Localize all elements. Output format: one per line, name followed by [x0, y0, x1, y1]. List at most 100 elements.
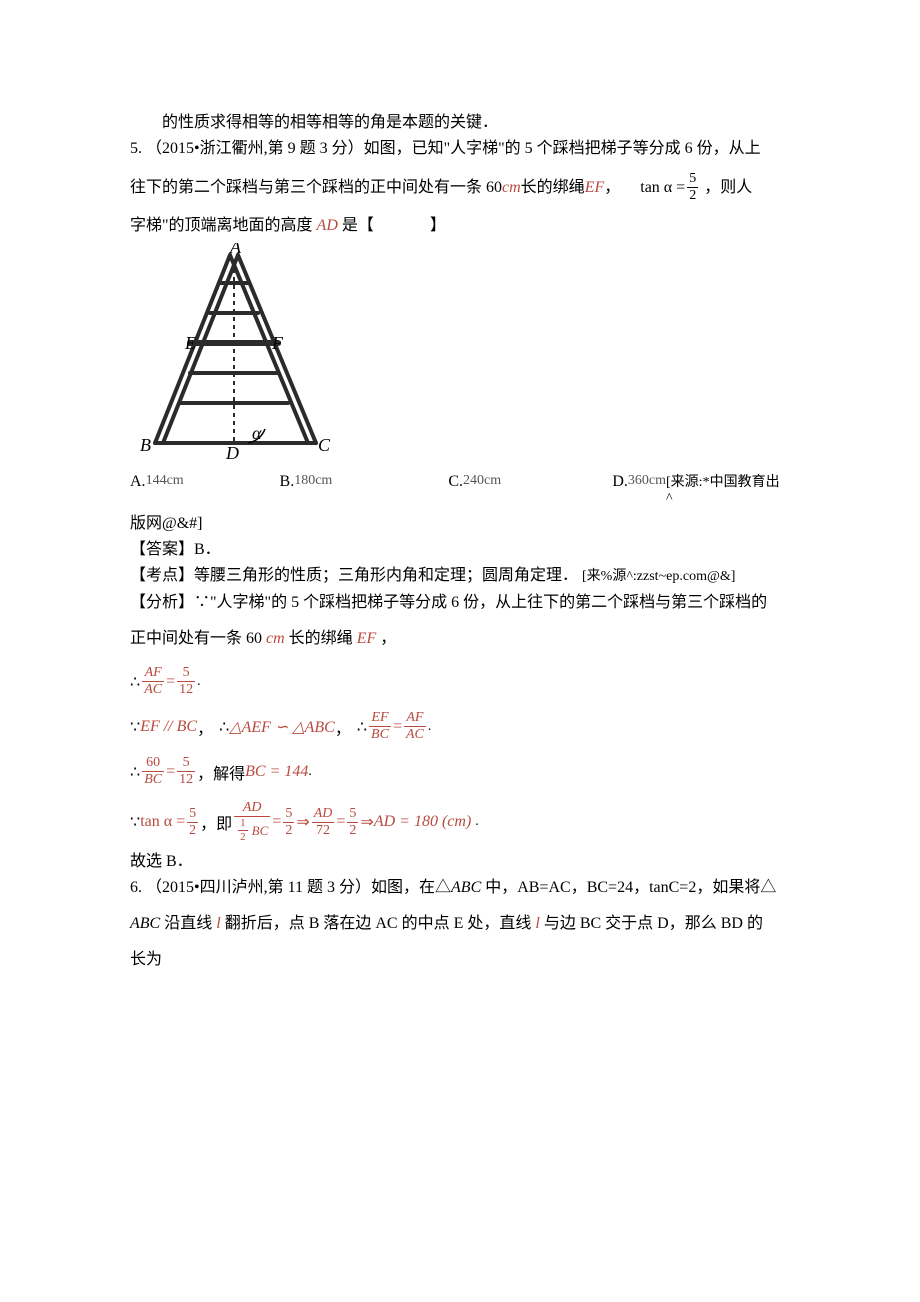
- m3-rden: 12: [177, 772, 195, 787]
- option-b: B. 180cm: [280, 473, 449, 491]
- m4-tanlbl: tan α =: [140, 813, 185, 831]
- m3-rfrac: 5 12: [177, 756, 195, 787]
- svg-text:F: F: [271, 333, 284, 353]
- m4-f1-den-bc: BC: [252, 824, 269, 837]
- fx-b-b: 长的绑绳: [289, 630, 357, 647]
- q5-tail-b: 是【: [342, 217, 374, 234]
- cm-unit: cm: [502, 175, 521, 201]
- m4-f2-num: AD: [312, 807, 335, 823]
- document-page: 的性质求得相等的相等相等的角是本题的关键． 5. （2015•浙江衢州,第 9 …: [0, 0, 920, 1302]
- m4-mid: ，即: [200, 810, 232, 834]
- m4-r2: 5 2: [347, 807, 358, 838]
- option-d-label: D.: [612, 473, 628, 491]
- q6-l2a-abc: ABC: [130, 915, 160, 932]
- source-note-tail: 版网@&#]: [130, 511, 780, 537]
- m1-eq: =: [166, 673, 175, 691]
- m2-sep2: ，: [335, 715, 351, 739]
- m3-therefore: ∴: [130, 762, 140, 782]
- m2-eq: =: [393, 718, 402, 736]
- m2-dot: .: [428, 719, 432, 735]
- fenxi-line1: 【分析】∵"人字梯"的 5 个踩档把梯子等分成 6 份，从上往下的第二个踩档与第…: [130, 590, 780, 616]
- kaodian-note: [来%源^:zzst~ep.com@&]: [582, 569, 735, 584]
- q5-mid-d: ，则人: [704, 175, 752, 201]
- q6-l1: （2015•四川泸州,第 11 题 3 分）如图，在△: [146, 879, 451, 896]
- m4-r2-num: 5: [347, 807, 358, 823]
- m1-rfrac: 5 12: [177, 666, 195, 697]
- svg-text:A: A: [229, 243, 242, 257]
- math-line-3: ∴ 60 BC = 5 12 ，解得 BC = 144 .: [130, 756, 780, 787]
- m2-there2: ∴: [357, 717, 367, 737]
- m1-dot: .: [197, 674, 201, 690]
- option-d-value: 360cm: [628, 473, 666, 489]
- tan-label: tan α =: [640, 175, 685, 201]
- m1-lnum: AF: [142, 666, 164, 682]
- m1-rnum: 5: [177, 666, 195, 682]
- m4-f1-den-num: 1: [238, 818, 248, 831]
- q6-l2a: 沿直线: [160, 915, 216, 932]
- m2-lden: BC: [369, 727, 391, 742]
- m4-r1-num: 5: [283, 807, 294, 823]
- math-line-1: ∴ AF AC = 5 12 .: [130, 666, 780, 697]
- q6-line1: 6. （2015•四川泸州,第 11 题 3 分）如图，在△ABC 中，AB=A…: [130, 875, 780, 901]
- q6-l2c: 与边 BC 交于点 D，那么 BD 的: [540, 915, 763, 932]
- fx-cm: cm: [266, 630, 285, 647]
- m4-f1: AD 1 2 BC: [234, 801, 270, 843]
- m2-rden: AC: [404, 727, 426, 742]
- option-a-label: A.: [130, 473, 146, 491]
- q5-mid-a: 往下的第二个踩档与第三个踩档的正中间处有一条 60: [130, 175, 502, 201]
- q6-line2: ABC 沿直线 l 翻折后，点 B 落在边 AC 的中点 E 处，直线 l 与边…: [130, 911, 780, 937]
- option-d-source-note: [来源:*中国教育出^: [666, 471, 780, 507]
- m4-arrow1: ⇒: [296, 812, 309, 832]
- q5-mid-b: 长的绑绳: [521, 175, 585, 201]
- tan-den: 2: [687, 188, 698, 203]
- ladder-figure: A E F B D C α: [130, 243, 780, 463]
- m4-f1-den-frac: 1 2: [238, 818, 248, 843]
- ladder-svg: A E F B D C α: [130, 243, 335, 463]
- m4-arrow2: ⇒: [360, 812, 373, 832]
- m2-rnum: AF: [404, 711, 426, 727]
- svg-text:B: B: [140, 435, 151, 455]
- m2-because: ∵: [130, 717, 140, 737]
- m4-r2-den: 2: [347, 823, 358, 838]
- m4-f1-den: 1 2 BC: [234, 817, 270, 843]
- m1-rden: 12: [177, 682, 195, 697]
- q5-tail-c: 】: [430, 217, 446, 234]
- m2-sim: △AEF ∽ △ABC: [229, 717, 335, 737]
- conclusion-line: 故选 B．: [130, 849, 780, 875]
- m3-lden: BC: [142, 772, 164, 787]
- answer-line: 【答案】B．: [130, 537, 780, 563]
- option-c-label: C.: [448, 473, 463, 491]
- prev-question-tail: 的性质求得相等的相等相等的角是本题的关键．: [130, 110, 780, 136]
- option-b-label: B.: [280, 473, 295, 491]
- fx-ef: EF: [357, 630, 377, 647]
- q5-head-text: （2015•浙江衢州,第 9 题 3 分）如图，已知"人字梯"的 5 个踩档把梯…: [146, 140, 761, 157]
- m2-efbc: EF // BC: [140, 718, 197, 736]
- m3-mid: ，解得: [197, 760, 245, 784]
- svg-text:E: E: [184, 333, 196, 353]
- m4-tden: 2: [187, 823, 198, 838]
- q5-number: 5.: [130, 140, 146, 157]
- m4-because: ∵: [130, 812, 140, 832]
- m3-lfrac: 60 BC: [142, 756, 164, 787]
- m2-sep1: ，: [197, 715, 213, 739]
- option-c-value: 240cm: [463, 473, 501, 489]
- kaodian-line: 【考点】等腰三角形的性质；三角形内角和定理；圆周角定理． [来%源^:zzst~…: [130, 563, 780, 590]
- q5-line2: 往下的第二个踩档与第三个踩档的正中间处有一条 60 cm 长的绑绳 EF ， t…: [130, 172, 780, 203]
- option-d: D. 360cm [来源:*中国教育出^: [612, 471, 780, 507]
- q5-tail-a: 字梯"的顶端离地面的高度: [130, 217, 317, 234]
- m1-therefore: ∴: [130, 672, 140, 692]
- m4-tnum: 5: [187, 807, 198, 823]
- m2-there1: ∴: [219, 717, 229, 737]
- fx-b-a: 正中间处有一条 60: [130, 630, 262, 647]
- m2-lfrac: EF BC: [369, 711, 391, 742]
- q6-line3: 长为: [130, 947, 780, 973]
- options-row: A. 144cm B. 180cm C. 240cm D. 360cm [来源:…: [130, 471, 780, 507]
- m3-rnum: 5: [177, 756, 195, 772]
- m3-bc: BC = 144: [245, 763, 308, 781]
- fx-b-c: ，: [380, 630, 396, 647]
- tan-fraction: 5 2: [687, 172, 698, 203]
- q6-l2b: 翻折后，点 B 落在边 AC 的中点 E 处，直线: [221, 915, 536, 932]
- m4-f2: AD 72: [312, 807, 335, 838]
- m3-dot: .: [308, 764, 312, 780]
- option-a-value: 144cm: [146, 473, 184, 489]
